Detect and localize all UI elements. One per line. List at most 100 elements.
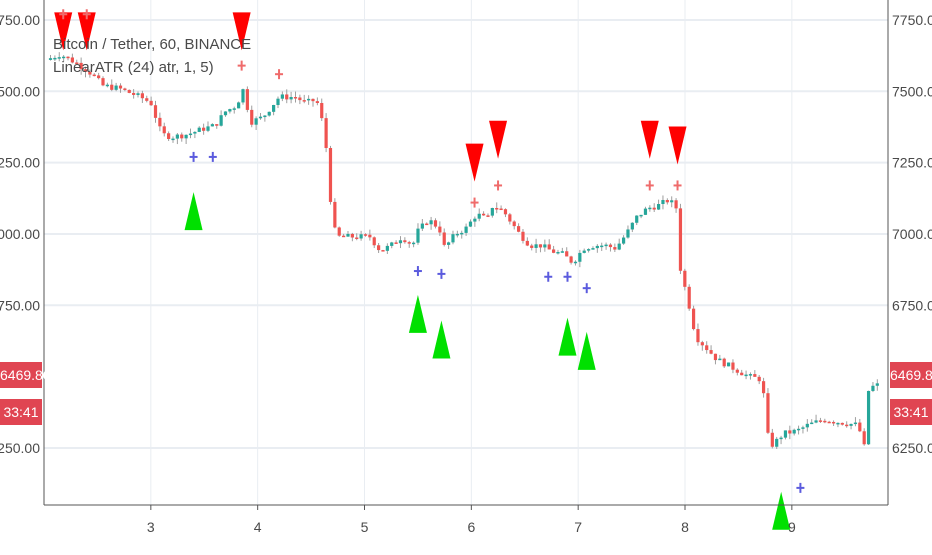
candle-down (731, 362, 735, 370)
candle-down (355, 237, 359, 240)
candle-up (219, 115, 223, 126)
candle-up (617, 243, 621, 250)
candle-down (293, 97, 298, 99)
candle-down (202, 127, 206, 131)
right-countdown-tag: 33:41 (890, 399, 932, 425)
candle-down (75, 62, 79, 64)
candle-up (853, 422, 858, 425)
candle-up (412, 242, 416, 245)
candle-up (232, 108, 236, 110)
y-tick-label-left: 6750.00 (0, 297, 40, 313)
candle-up (871, 385, 875, 391)
candle-down (525, 240, 529, 246)
candle-up (188, 133, 193, 136)
candle-up (451, 234, 455, 243)
candle-down (735, 369, 739, 373)
candle-up (866, 390, 871, 445)
candle-up (197, 127, 201, 132)
candle-down (766, 393, 770, 433)
x-tick-label: 9 (788, 519, 796, 535)
candle-up (455, 233, 459, 236)
candle-up (805, 423, 809, 428)
candle-down (713, 353, 718, 361)
x-tick-label: 4 (254, 519, 262, 535)
candle-down (665, 200, 669, 203)
candle-down (486, 215, 490, 217)
candle-up (210, 124, 214, 127)
candle-down (140, 93, 144, 99)
candle-up (635, 215, 639, 223)
y-tick-label-left: 7250.00 (0, 155, 40, 171)
candle-up (748, 374, 753, 376)
candle-up (237, 102, 241, 109)
candle-up (390, 242, 394, 246)
candle-down (674, 200, 678, 209)
right-price-tag: 6469.80 (890, 362, 932, 388)
candle-up (464, 226, 468, 233)
candle-up (783, 430, 788, 438)
candle-down (180, 134, 184, 139)
x-tick-label: 5 (361, 519, 369, 535)
candle-up (534, 244, 538, 248)
candle-down (608, 244, 613, 248)
candle-down (788, 430, 792, 434)
candle-down (696, 329, 700, 343)
candle-up (359, 234, 363, 239)
candle-down (503, 209, 508, 215)
candle-up (801, 427, 805, 429)
candle-up (670, 200, 674, 203)
candle-down (88, 71, 92, 75)
candle-up (385, 245, 389, 251)
buy-signal-triangle (408, 294, 427, 333)
x-tick-label: 7 (574, 519, 582, 535)
candle-down (652, 207, 656, 210)
candle-up (473, 218, 477, 222)
candle-down (167, 133, 171, 139)
candle-down (613, 247, 617, 250)
candle-up (582, 250, 586, 253)
candle-up (276, 98, 280, 105)
left-price-tag: 6469.80 (0, 362, 51, 388)
candle-down (158, 117, 162, 127)
candle-up (490, 207, 494, 216)
candles (48, 52, 879, 449)
candle-down (315, 101, 319, 104)
candle-down (831, 421, 836, 424)
candle-up (307, 98, 311, 101)
candle-up (460, 232, 464, 235)
candle-down (757, 376, 761, 382)
candle-up (57, 57, 61, 59)
candle-down (381, 250, 385, 252)
candle-down (363, 234, 368, 236)
candle-up (543, 244, 547, 248)
candle-up (206, 126, 210, 131)
candle-down (521, 231, 525, 241)
y-tick-label-right: 6750.00 (892, 297, 932, 313)
y-tick-label-right: 7500.00 (892, 83, 932, 99)
y-tick-label-right: 7250.00 (892, 155, 932, 171)
candle-up (136, 93, 140, 95)
candle-up (171, 138, 175, 141)
candle-up (267, 111, 271, 116)
candle-down (368, 234, 372, 238)
buy-signal-triangle (577, 331, 596, 370)
candle-down (858, 422, 862, 432)
candle-up (53, 57, 57, 60)
candle-down (823, 420, 827, 423)
candle-up (272, 104, 276, 112)
candle-down (394, 242, 398, 244)
sell-signal-triangle (465, 143, 484, 182)
candle-down (770, 432, 774, 447)
candle-down (512, 221, 516, 227)
candle-down (433, 220, 438, 227)
candle-down (162, 126, 166, 134)
candle-down (753, 374, 757, 377)
candle-down (372, 237, 376, 246)
candle-up (626, 229, 630, 238)
candle-down (827, 421, 831, 424)
signal-markers (54, 9, 805, 530)
grid (44, 0, 888, 505)
candle-up (630, 222, 634, 230)
candle-down (840, 422, 844, 425)
